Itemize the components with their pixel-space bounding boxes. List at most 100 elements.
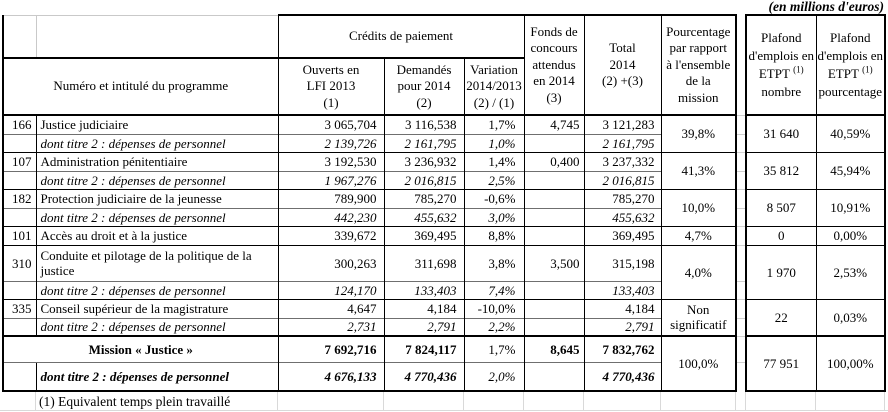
gridline-horizontal xyxy=(0,410,888,411)
value-variation: 1,7% xyxy=(463,114,524,134)
value-total-2014: 315,198 xyxy=(583,244,661,281)
header-plafond-bottom-text: pourcentage xyxy=(818,84,883,99)
value-demande-2014: 785,270 xyxy=(383,188,464,208)
header-credits-de-paiement: Crédits de paiement xyxy=(277,14,524,58)
gridline-vertical xyxy=(523,392,524,410)
value-lfi-2013: 4,647 xyxy=(277,298,384,318)
value-total-2014: 3 121,283 xyxy=(583,114,661,134)
program-name: Conseil supérieur de la magistrature xyxy=(35,298,278,318)
spacer-cell xyxy=(735,188,746,208)
gridline-vertical xyxy=(884,392,885,410)
spacer-cell xyxy=(735,361,746,391)
value-fonds-concours xyxy=(523,317,584,336)
header-demandes-2014: Demandés pour 2014 (2) xyxy=(383,57,464,115)
value-fonds-concours: 4,745 xyxy=(523,114,584,134)
value-pourcentage-mission: Non significatif xyxy=(660,298,736,336)
gridline-vertical xyxy=(35,392,36,410)
program-name: Protection judiciaire de la jeunesse xyxy=(35,188,278,208)
program-row-101: 101 Accès au droit et à la justice 339,6… xyxy=(2,225,886,245)
header-corner-empty-2 xyxy=(35,14,278,58)
value-demande-2014: 3 236,932 xyxy=(383,151,464,171)
spacer-cell xyxy=(735,207,746,226)
spacer-cell xyxy=(735,244,746,281)
value-etpt-pourcentage: 45,94% xyxy=(815,151,886,189)
dont-label: dont titre 2 : dépenses de personnel xyxy=(35,133,278,152)
value-pourcentage-mission: 100,0% xyxy=(660,335,736,392)
value-demande-2014: 7 824,117 xyxy=(383,335,464,362)
dont-titre2-row: dont titre 2 : dépenses de personnel 442… xyxy=(2,207,885,226)
units-note: (en millions d'euros) xyxy=(768,0,884,14)
value-demande-2014: 2 016,815 xyxy=(383,170,464,189)
value-lfi-2013: 300,263 xyxy=(277,244,384,281)
value-demande-2014: 2 161,795 xyxy=(383,133,464,152)
value-demande-2014: 3 116,538 xyxy=(383,114,464,134)
value-etpt-nombre: 31 640 xyxy=(745,114,816,152)
value-total-2014: 7 832,762 xyxy=(583,335,661,362)
value-variation: 1,7% xyxy=(463,335,524,362)
value-etpt-pourcentage: 40,59% xyxy=(815,114,886,152)
gridline-vertical xyxy=(660,392,661,410)
value-etpt-pourcentage: 0,03% xyxy=(815,298,886,336)
value-pourcentage-mission: 4,7% xyxy=(660,225,736,245)
dont-titre2-row: dont titre 2 : dépenses de personnel 124… xyxy=(2,280,885,299)
value-demande-2014: 133,403 xyxy=(383,280,464,299)
program-number: 101 xyxy=(2,225,36,245)
gridline-vertical xyxy=(735,392,736,410)
header-plafond-bottom-text: nombre xyxy=(761,84,802,99)
value-total-2014: 2 016,815 xyxy=(583,170,661,189)
value-fonds-concours xyxy=(523,225,584,245)
value-demande-2014: 4,184 xyxy=(383,298,464,318)
spacer-cell xyxy=(735,335,746,362)
value-lfi-2013: 124,170 xyxy=(277,280,384,299)
value-demande-2014: 369,495 xyxy=(383,225,464,245)
value-variation: 1,0% xyxy=(463,133,524,152)
dont-label: dont titre 2 : dépenses de personnel xyxy=(35,170,278,189)
value-lfi-2013: 339,672 xyxy=(277,225,384,245)
value-demande-2014: 455,632 xyxy=(383,207,464,226)
value-etpt-pourcentage: 0,00% xyxy=(815,225,886,245)
program-name: Accès au droit et à la justice xyxy=(35,225,278,245)
header-plafond-top-text: Plafond d'emplois en xyxy=(817,30,884,63)
value-etpt-nombre: 8 507 xyxy=(745,188,816,226)
value-total-2014: 2,791 xyxy=(583,317,661,336)
value-fonds-concours xyxy=(523,298,584,318)
dont-label: dont titre 2 : dépenses de personnel xyxy=(35,361,278,392)
value-etpt-pourcentage: 10,91% xyxy=(815,188,886,226)
value-lfi-2013: 2,731 xyxy=(277,317,384,336)
gridline-vertical xyxy=(277,392,278,410)
value-variation: 7,4% xyxy=(463,280,524,299)
spacer-cell xyxy=(735,280,746,299)
value-total-2014: 4,184 xyxy=(583,298,661,318)
value-demande-2014: 4 770,436 xyxy=(383,361,464,392)
value-pourcentage-mission: 10,0% xyxy=(660,188,736,226)
gridline-vertical xyxy=(745,392,746,410)
spacer-cell xyxy=(735,133,746,152)
value-variation: 3,0% xyxy=(463,207,524,226)
value-fonds-concours xyxy=(523,207,584,226)
value-variation: 8,8% xyxy=(463,225,524,245)
value-variation: 2,2% xyxy=(463,317,524,336)
dont-label: dont titre 2 : dépenses de personnel xyxy=(35,207,278,226)
value-etpt-nombre: 0 xyxy=(745,225,816,245)
gridline-vertical xyxy=(463,392,464,410)
value-fonds-concours xyxy=(523,361,584,392)
value-fonds-concours: 0,400 xyxy=(523,151,584,171)
dont-label: dont titre 2 : dépenses de personnel xyxy=(35,317,278,336)
gridline-vertical xyxy=(383,392,384,410)
value-fonds-concours xyxy=(523,188,584,208)
program-number: 310 xyxy=(2,244,36,281)
header-total-2014: Total 2014 (2) +(3) xyxy=(583,14,661,115)
value-total-2014: 133,403 xyxy=(583,280,661,299)
value-lfi-2013: 4 676,133 xyxy=(277,361,384,392)
program-number-empty xyxy=(2,280,36,299)
value-fonds-concours xyxy=(523,170,584,189)
value-total-2014: 455,632 xyxy=(583,207,661,226)
value-total-2014: 3 237,332 xyxy=(583,151,661,171)
program-number-empty xyxy=(2,317,36,336)
value-total-2014: 4 770,436 xyxy=(583,361,661,392)
header-variation: Variation 2014/2013 (2) / (1) xyxy=(463,57,524,115)
value-variation: 3,8% xyxy=(463,244,524,281)
header-etpt-text: ETPT (1) xyxy=(758,64,804,81)
value-total-2014: 369,495 xyxy=(583,225,661,245)
dont-label: dont titre 2 : dépenses de personnel xyxy=(35,280,278,299)
